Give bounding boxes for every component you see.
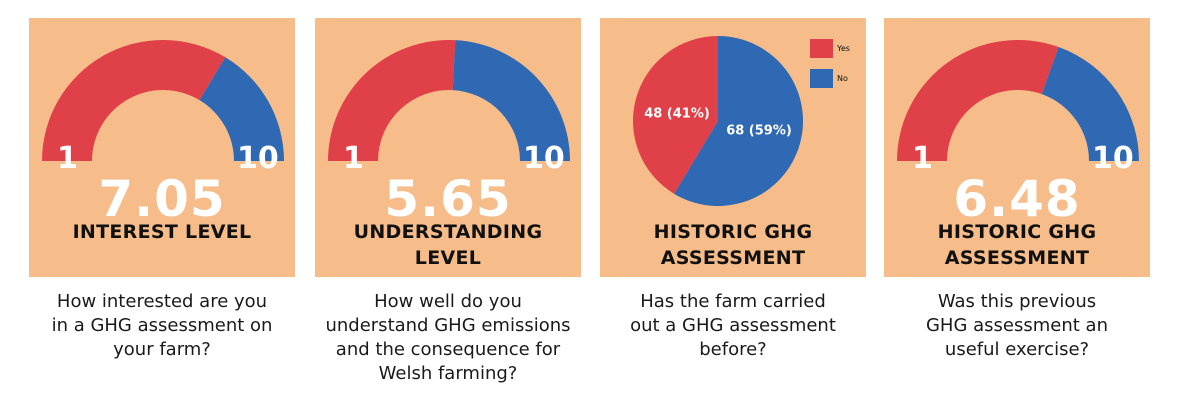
gauge-min-label: 1 <box>343 141 364 176</box>
pie-slice-no <box>674 36 803 206</box>
legend-label-yes: Yes <box>837 44 850 53</box>
title-line: ASSESSMENT <box>944 247 1090 269</box>
understanding-level-panel: 1 10 5.65 UNDERSTANDING LEVEL <box>315 18 581 277</box>
title-line: HISTORIC GHG <box>937 221 1097 243</box>
legend-swatch-no <box>810 69 833 88</box>
question-line: Welsh farming? <box>378 363 518 384</box>
gauge-min-label: 1 <box>912 141 933 176</box>
gauge-value-arc <box>42 39 226 161</box>
question-line: in a GHG assessment on <box>51 315 273 336</box>
gauge-max-label: 10 <box>523 141 565 176</box>
interest-question: How interested are you in a GHG assessme… <box>29 290 295 362</box>
interest-level-panel: 1 10 7.05 INTEREST LEVEL <box>29 18 295 277</box>
pie-label-yes: 48 (41%) <box>644 106 710 122</box>
question-line: Has the farm carried <box>640 291 826 312</box>
title-line: LEVEL <box>414 247 482 269</box>
title-line: UNDERSTANDING <box>353 221 543 243</box>
question-line: your farm? <box>113 339 211 360</box>
panel-title: HISTORIC GHG ASSESSMENT <box>884 219 1150 271</box>
gauge-value-arc <box>897 40 1059 161</box>
question-line: How interested are you <box>56 291 268 312</box>
gauge-max-label: 10 <box>1092 141 1134 176</box>
question-line: understand GHG emissions <box>325 315 571 336</box>
panel-title: UNDERSTANDING LEVEL <box>315 219 581 271</box>
panel-title: INTEREST LEVEL <box>29 219 295 245</box>
understanding-value: 5.65 <box>384 170 512 228</box>
historic-assessment-question: Has the farm carried out a GHG assessmen… <box>600 290 866 362</box>
understanding-gauge <box>328 40 570 161</box>
question-line: How well do you <box>374 291 522 312</box>
gauge-remainder-arc <box>452 40 570 161</box>
legend-item-yes: Yes <box>810 39 850 58</box>
question-line: Was this previous <box>937 291 1097 312</box>
question-line: out a GHG assessment <box>630 315 836 336</box>
legend-label-no: No <box>837 74 848 83</box>
usefulness-gauge <box>897 40 1139 161</box>
gauge-min-label: 1 <box>57 141 78 176</box>
interest-value: 7.05 <box>98 170 226 228</box>
legend-item-no: No <box>810 69 848 88</box>
usefulness-question: Was this previous GHG assessment an usef… <box>884 290 1150 362</box>
question-line: before? <box>699 339 767 360</box>
title-line: INTEREST LEVEL <box>72 221 252 243</box>
historic-assessment-pie-panel: 48 (41%) 68 (59%) Yes No HISTORIC GHG AS… <box>600 18 866 277</box>
usefulness-value: 6.48 <box>953 170 1081 228</box>
gauge-max-label: 10 <box>237 141 279 176</box>
question-line: GHG assessment an <box>925 315 1108 336</box>
legend-swatch-yes <box>810 39 833 58</box>
panel-title: HISTORIC GHG ASSESSMENT <box>600 219 866 271</box>
title-line: HISTORIC GHG <box>653 221 813 243</box>
understanding-question: How well do you understand GHG emissions… <box>315 290 581 386</box>
historic-assessment-pie <box>633 36 803 206</box>
assessment-usefulness-panel: 1 10 6.48 HISTORIC GHG ASSESSMENT <box>884 18 1150 277</box>
pie-label-no: 68 (59%) <box>726 123 792 139</box>
question-line: and the consequence for <box>335 339 561 360</box>
question-line: useful exercise? <box>944 339 1090 360</box>
pie-slice-yes <box>633 36 718 194</box>
title-line: ASSESSMENT <box>660 247 806 269</box>
gauge-value-arc <box>328 40 456 161</box>
gauge-remainder-arc <box>199 57 284 161</box>
interest-gauge <box>42 39 284 161</box>
gauge-remainder-arc <box>1041 47 1139 161</box>
